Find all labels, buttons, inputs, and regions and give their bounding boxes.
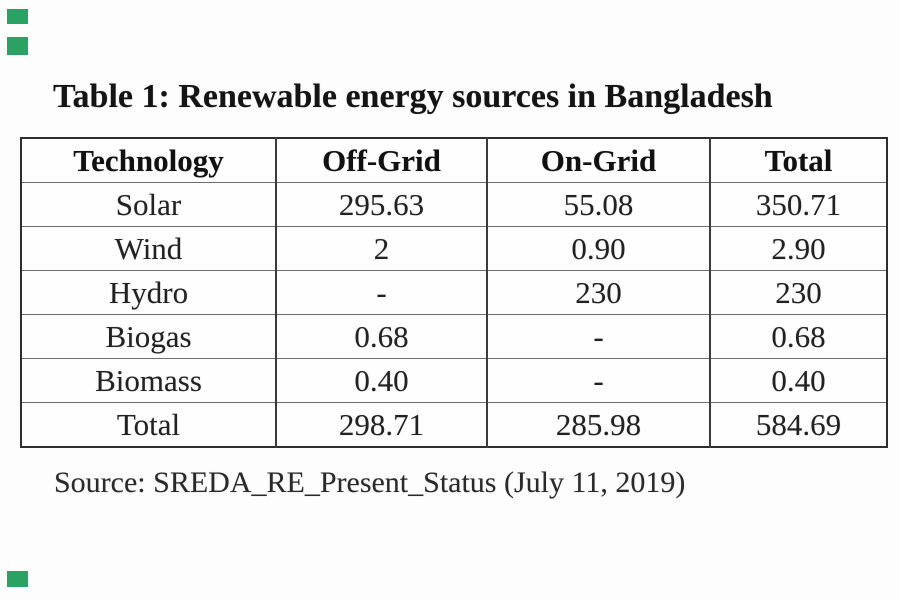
cell-on-grid: 55.08 — [486, 182, 710, 227]
table-row-total: Total 298.71 285.98 584.69 — [21, 402, 887, 447]
header-row: Technology Off-Grid On-Grid Total — [21, 138, 887, 183]
cell-technology: Wind — [21, 226, 276, 271]
table-row-biomass: Biomass 0.40 - 0.40 — [21, 358, 887, 403]
cell-technology: Biogas — [21, 314, 276, 359]
cell-technology: Biomass — [21, 358, 276, 403]
table-row-wind: Wind 2 0.90 2.90 — [21, 226, 887, 271]
cell-on-grid: 285.98 — [486, 402, 710, 447]
cell-total: 230 — [709, 270, 887, 315]
table-row-biogas: Biogas 0.68 - 0.68 — [21, 314, 887, 359]
cell-on-grid: 0.90 — [486, 226, 710, 271]
col-header-on-grid: On-Grid — [486, 138, 710, 183]
renewable-energy-table: Technology Off-Grid On-Grid Total Solar … — [20, 137, 888, 448]
col-header-off-grid: Off-Grid — [275, 138, 487, 183]
cell-on-grid: - — [486, 358, 710, 403]
table-container: Technology Off-Grid On-Grid Total Solar … — [20, 137, 888, 448]
cell-technology: Total — [21, 402, 276, 447]
cell-technology: Solar — [21, 182, 276, 227]
col-header-technology: Technology — [73, 142, 224, 178]
cell-off-grid: 0.40 — [275, 358, 487, 403]
cell-total: 0.40 — [709, 358, 887, 403]
table-row-hydro: Hydro - 230 230 — [21, 270, 887, 315]
cell-on-grid: - — [486, 314, 710, 359]
cell-total: 584.69 — [709, 402, 887, 447]
table-title: Table 1: Renewable energy sources in Ban… — [53, 78, 773, 115]
cell-off-grid: - — [275, 270, 487, 315]
cell-off-grid: 2 — [275, 226, 487, 271]
cell-off-grid: 295.63 — [275, 182, 487, 227]
cell-total: 0.68 — [709, 314, 887, 359]
cell-total: 2.90 — [709, 226, 887, 271]
green-edge-marker-upper — [7, 37, 28, 55]
col-header-total: Total — [709, 138, 887, 183]
green-edge-marker-bottom — [7, 571, 28, 587]
source-citation: Source: SREDA_RE_Present_Status (July 11… — [54, 466, 686, 499]
table-row-solar: Solar 295.63 55.08 350.71 — [21, 182, 887, 227]
cell-off-grid: 0.68 — [275, 314, 487, 359]
cell-total: 350.71 — [709, 182, 887, 227]
green-edge-marker-top — [7, 9, 28, 24]
cell-technology: Hydro — [21, 270, 276, 315]
cell-off-grid: 298.71 — [275, 402, 487, 447]
cell-on-grid: 230 — [486, 270, 710, 315]
